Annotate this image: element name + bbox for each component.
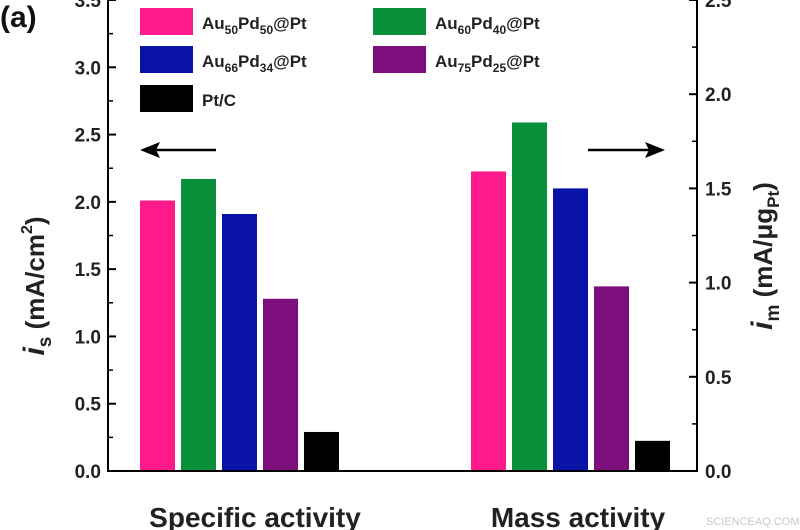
legend: Au50Pd50@Pt Au60Pd40@Pt Au66Pd34@Pt Au75Pd2… [140, 8, 540, 112]
right-axis-ticks: 0.0 0.5 1.0 1.5 2.0 2.5 [689, 0, 732, 483]
right-tick-label: 1.5 [705, 179, 732, 200]
left-tick-label: 0.5 [75, 395, 102, 416]
right-axis-label: im (mA/μgPt) [746, 182, 784, 330]
left-tick-label: 3.0 [75, 58, 101, 79]
legend-swatch [373, 46, 426, 73]
left-axis-ticks: 0.0 0.5 1.0 1.5 2.0 2.5 3.0 3.5 [75, 0, 116, 483]
legend-label: Au66Pd34@Pt [202, 52, 307, 75]
bars [140, 122, 670, 472]
bar-mass-4 [594, 286, 629, 471]
right-tick-label: 0.5 [705, 368, 732, 389]
right-tick-label: 0.0 [705, 462, 731, 483]
right-arrow-head [645, 142, 665, 158]
legend-label: Au50Pd50@Pt [202, 14, 307, 37]
left-tick-label: 0.0 [75, 462, 101, 483]
bar-mass-5 [635, 440, 670, 471]
legend-label: Pt/C [202, 91, 236, 110]
bar-specific-3 [222, 213, 257, 471]
bar-specific-5 [304, 431, 339, 471]
bar-mass-3 [553, 188, 588, 471]
left-arrow-head [140, 142, 160, 158]
left-axis-label: is (mA/cm2) [18, 216, 56, 355]
category-labels: Specific activity Mass activity [149, 502, 665, 530]
legend-swatch [140, 85, 193, 112]
category-label: Mass activity [491, 502, 666, 530]
legend-label: Au75Pd25@Pt [435, 52, 540, 75]
left-tick-label: 2.5 [75, 126, 102, 147]
right-tick-label: 2.0 [705, 85, 731, 106]
right-tick-label: 2.5 [705, 0, 732, 12]
bar-mass-1 [471, 171, 506, 471]
direction-arrows [140, 142, 665, 158]
left-tick-label: 1.5 [75, 260, 102, 281]
left-tick-label: 3.5 [75, 0, 102, 12]
bar-specific-2 [181, 178, 216, 472]
legend-swatch [140, 46, 193, 73]
watermark: SCIENCEAQ.COM [706, 516, 800, 528]
left-tick-label: 2.0 [75, 193, 101, 214]
left-tick-label: 1.0 [75, 327, 101, 348]
legend-swatch [373, 8, 426, 35]
legend-swatch [140, 8, 193, 35]
category-label: Specific activity [149, 502, 361, 530]
right-tick-label: 1.0 [705, 274, 731, 295]
bar-mass-2 [512, 122, 547, 472]
bar-specific-4 [263, 298, 298, 471]
panel-label: (a) [0, 1, 37, 34]
legend-label: Au60Pd40@Pt [435, 14, 540, 37]
bar-specific-1 [140, 200, 175, 472]
